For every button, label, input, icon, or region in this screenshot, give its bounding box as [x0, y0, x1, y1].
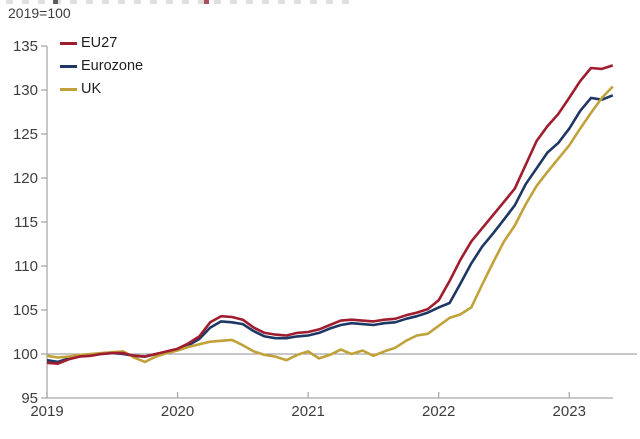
y-axis-label: 125	[12, 125, 38, 143]
legend-label-eurozone: Eurozone	[81, 58, 144, 75]
y-axis-label: 95	[21, 389, 38, 407]
x-axis-label: 2023	[552, 403, 586, 420]
y-axis-label: 100	[12, 345, 38, 363]
legend-item-eurozone: Eurozone	[60, 55, 143, 78]
legend: EU27 Eurozone UK	[60, 32, 143, 101]
x-axis-label: 2021	[291, 403, 325, 420]
y-axis-label: 130	[12, 81, 38, 99]
legend-label-uk: UK	[81, 81, 102, 98]
legend-swatch-eu27	[60, 42, 77, 45]
legend-swatch-uk	[60, 88, 77, 91]
y-axis-label: 110	[14, 257, 38, 275]
cropped-title-remnant-red-mark	[204, 0, 209, 4]
y-axis-label: 120	[12, 169, 38, 187]
cropped-title-remnant-mark	[53, 0, 58, 4]
y-axis-label: 105	[12, 301, 38, 319]
legend-item-eu27: EU27	[60, 32, 143, 55]
legend-item-uk: UK	[60, 78, 143, 101]
legend-label-eu27: EU27	[81, 35, 118, 52]
legend-swatch-eurozone	[60, 65, 77, 68]
series-line-eurozone	[46, 94, 614, 364]
x-axis-label: 2019	[30, 403, 64, 420]
series-line-eu27	[46, 64, 614, 366]
y-axis-label: 115	[14, 213, 38, 231]
x-axis-label: 2020	[160, 403, 195, 420]
index-base-label: 2019=100	[8, 5, 71, 21]
x-axis-label: 2022	[421, 403, 456, 420]
cropped-title-remnant	[6, 0, 358, 4]
y-axis-label: 135	[12, 37, 38, 55]
series-line-uk	[46, 85, 614, 364]
